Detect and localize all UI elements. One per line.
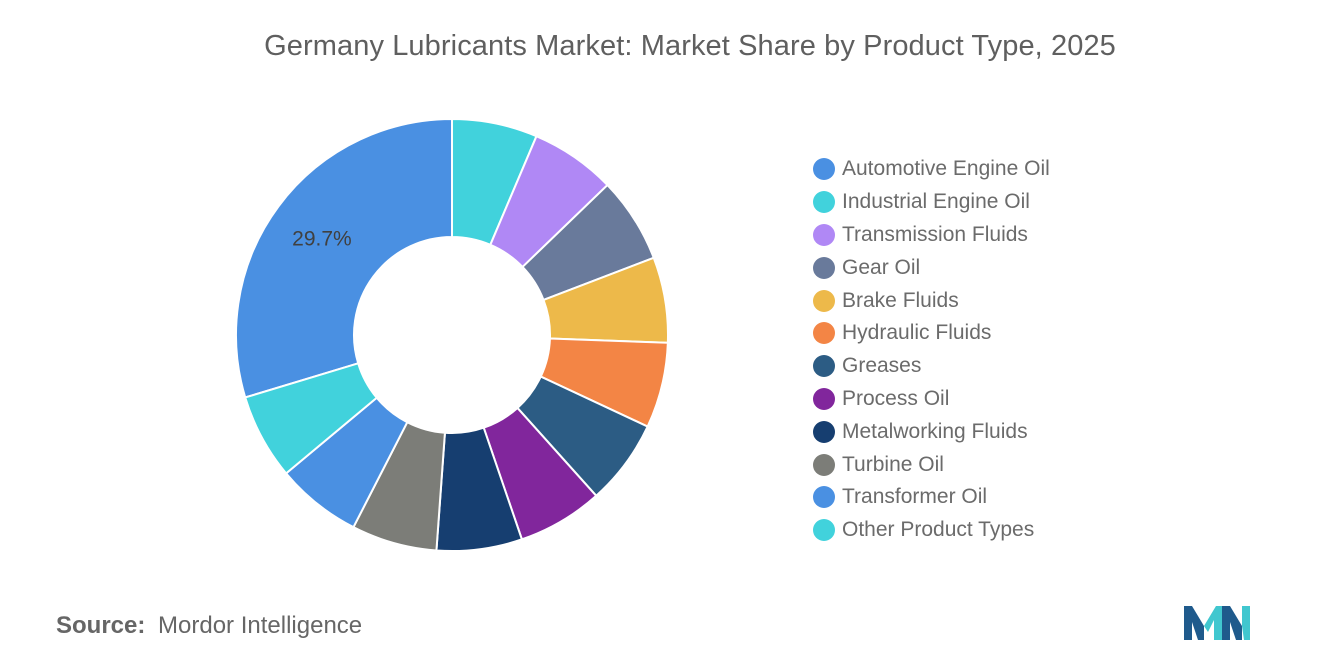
- legend-label: Metalworking Fluids: [842, 419, 1028, 443]
- legend-label: Other Product Types: [842, 518, 1035, 542]
- legend-item-hydraulic-fluids: Hydraulic Fluids: [813, 317, 1050, 350]
- legend-swatch-icon: [813, 453, 835, 476]
- legend-item-transformer-oil: Transformer Oil: [813, 481, 1050, 514]
- legend-swatch-icon: [813, 158, 835, 181]
- legend-label: Automotive Engine Oil: [842, 157, 1050, 181]
- legend-item-gear-oil: Gear Oil: [813, 251, 1050, 284]
- legend-item-turbine-oil: Turbine Oil: [813, 448, 1050, 481]
- legend-swatch-icon: [813, 420, 835, 443]
- legend-item-automotive-engine-oil: Automotive Engine Oil: [813, 153, 1050, 186]
- legend-label: Brake Fluids: [842, 288, 959, 312]
- legend-swatch-icon: [813, 387, 835, 410]
- legend-item-other-product-types: Other Product Types: [813, 514, 1050, 547]
- legend-item-industrial-engine-oil: Industrial Engine Oil: [813, 186, 1050, 219]
- legend-label: Gear Oil: [842, 255, 921, 279]
- legend-label: Industrial Engine Oil: [842, 190, 1030, 214]
- legend-label: Transformer Oil: [842, 485, 988, 509]
- legend-label: Hydraulic Fluids: [842, 321, 992, 345]
- donut-slice-other-product-types: [243, 362, 379, 475]
- mordor-intelligence-logo-icon: [1184, 606, 1250, 640]
- legend-swatch-icon: [813, 223, 835, 246]
- legend-swatch-icon: [813, 486, 835, 509]
- donut-slice-automotive-engine-oil: [235, 117, 453, 399]
- legend-swatch-icon: [813, 191, 835, 214]
- chart-title: Germany Lubricants Market: Market Share …: [264, 30, 1116, 62]
- source-label: Source:: [56, 612, 146, 639]
- chart-legend: Automotive Engine Oil Industrial Engine O…: [813, 153, 1050, 547]
- legend-item-brake-fluids: Brake Fluids: [813, 284, 1050, 317]
- legend-swatch-icon: [813, 289, 835, 312]
- legend-item-transmission-fluids: Transmission Fluids: [813, 219, 1050, 252]
- data-label-automotive-engine-oil: 29.7%: [292, 227, 352, 250]
- legend-label: Greases: [842, 354, 922, 378]
- legend-item-metalworking-fluids: Metalworking Fluids: [813, 415, 1050, 448]
- source-note: Source: Mordor Intelligence: [56, 612, 362, 640]
- legend-swatch-icon: [813, 355, 835, 378]
- source-value: Mordor Intelligence: [158, 612, 363, 639]
- legend-item-greases: Greases: [813, 350, 1050, 383]
- legend-swatch-icon: [813, 519, 835, 542]
- legend-swatch-icon: [813, 256, 835, 279]
- legend-item-process-oil: Process Oil: [813, 383, 1050, 416]
- legend-label: Transmission Fluids: [842, 222, 1028, 246]
- legend-label: Turbine Oil: [842, 452, 944, 476]
- legend-label: Process Oil: [842, 386, 950, 410]
- legend-swatch-icon: [813, 322, 835, 345]
